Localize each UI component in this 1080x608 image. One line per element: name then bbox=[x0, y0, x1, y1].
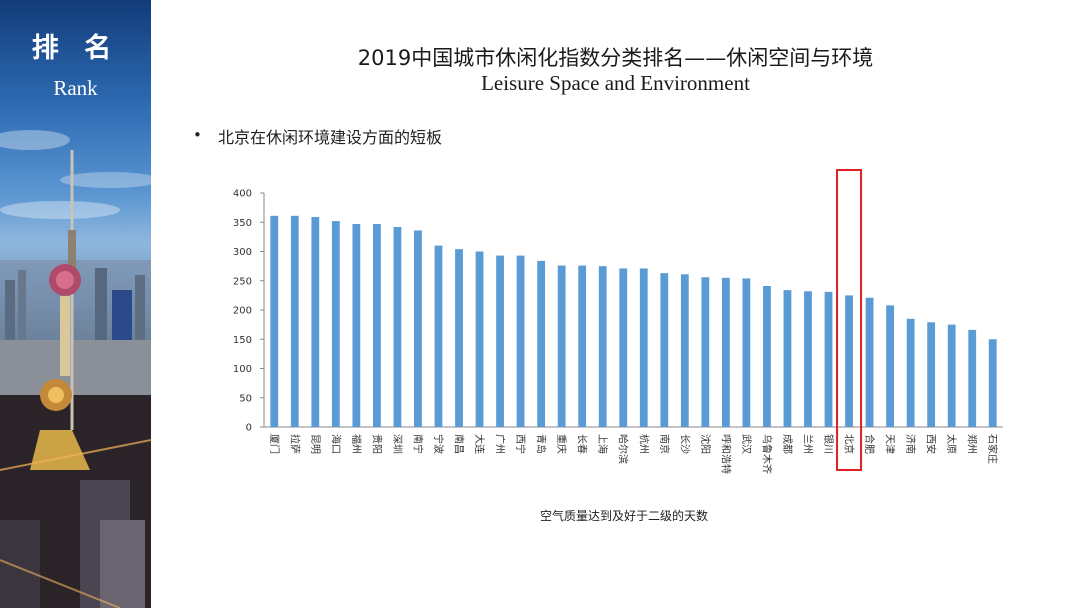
x-tick-label: 乌鲁木齐 bbox=[760, 434, 773, 474]
x-tick-label: 太原 bbox=[945, 434, 958, 454]
x-tick-label: 济南 bbox=[904, 434, 917, 454]
y-tick-label: 200 bbox=[233, 306, 252, 317]
x-tick-label: 长春 bbox=[576, 434, 588, 454]
bar bbox=[311, 216, 320, 427]
x-tick-label: 杭州 bbox=[637, 434, 650, 454]
x-tick-label: 贵阳 bbox=[370, 434, 383, 454]
x-tick-label: 银川 bbox=[822, 434, 835, 454]
x-tick-label: 西宁 bbox=[514, 434, 527, 454]
x-tick-label: 上海 bbox=[596, 434, 609, 454]
x-tick-label: 南京 bbox=[658, 434, 671, 454]
bar bbox=[537, 260, 546, 427]
bar bbox=[434, 245, 443, 427]
bar bbox=[845, 295, 853, 427]
bar bbox=[619, 268, 628, 427]
x-tick-label: 西安 bbox=[925, 434, 938, 454]
x-tick-labels: 厦门 拉萨 昆明 海口 福州 贵阳 深圳 南宁 宁波 南昌 大连 广州 西宁 青岛 重庆 长春 上海 哈尔滨 杭州南… bbox=[268, 434, 999, 474]
x-tick-label: 兰州 bbox=[801, 434, 814, 454]
y-tick-label: 150 bbox=[233, 335, 252, 346]
x-tick-label: 重庆 bbox=[555, 434, 568, 454]
x-tick-label: 天津 bbox=[884, 434, 896, 454]
page-title: 2019中国城市休闲化指数分类排名——休闲空间与环境 bbox=[357, 46, 874, 70]
x-tick-label: 长沙 bbox=[678, 434, 690, 454]
x-tick-label: 石家庄 bbox=[986, 434, 999, 464]
bullet-text: 北京在休闲环境建设方面的短板 bbox=[218, 128, 443, 147]
bar bbox=[516, 255, 525, 427]
x-tick-label: 青岛 bbox=[535, 434, 548, 454]
bars bbox=[270, 215, 997, 427]
sidebar-title-cn: 排 名 bbox=[31, 33, 120, 64]
y-tick-label: 300 bbox=[233, 247, 252, 258]
x-tick-label: 呼和浩特 bbox=[719, 434, 731, 474]
bar bbox=[290, 215, 299, 427]
x-tick-label: 海口 bbox=[329, 434, 342, 454]
bar bbox=[906, 318, 915, 427]
bar bbox=[660, 273, 669, 427]
bar bbox=[865, 297, 874, 427]
bar bbox=[331, 221, 340, 427]
x-tick-label: 郑州 bbox=[966, 434, 979, 454]
x-tick-label: 哈尔滨 bbox=[617, 434, 630, 464]
bar bbox=[927, 322, 936, 427]
x-tick-label: 福州 bbox=[350, 434, 363, 454]
x-tick-label: 昆明 bbox=[309, 434, 321, 454]
x-tick-label: 北京 bbox=[843, 434, 856, 454]
bar bbox=[270, 215, 279, 427]
x-tick-label: 成都 bbox=[781, 434, 793, 454]
x-tick-label: 厦门 bbox=[268, 434, 281, 454]
x-tick-label: 南昌 bbox=[453, 434, 466, 454]
y-axis: 0 50 100 150 200 250 300 350 400 bbox=[233, 189, 265, 434]
x-tick-label: 拉萨 bbox=[288, 434, 301, 454]
bar bbox=[680, 274, 689, 427]
bar bbox=[393, 226, 402, 427]
bar bbox=[988, 339, 997, 427]
page-subtitle: Leisure Space and Environment bbox=[481, 71, 750, 95]
x-tick-label: 合肥 bbox=[863, 434, 876, 454]
y-tick-label: 400 bbox=[233, 189, 252, 200]
y-tick-label: 250 bbox=[233, 276, 252, 287]
bar bbox=[557, 265, 566, 427]
bar bbox=[598, 266, 607, 427]
bar bbox=[824, 291, 833, 427]
bar bbox=[496, 255, 504, 427]
y-tick-label: 350 bbox=[233, 218, 252, 229]
bar bbox=[475, 251, 484, 427]
sidebar-banner: 排 名 Rank bbox=[0, 0, 151, 608]
bar bbox=[968, 329, 977, 427]
bar bbox=[721, 277, 730, 427]
bar bbox=[352, 224, 361, 427]
x-tick-label: 宁波 bbox=[432, 434, 445, 454]
bar bbox=[804, 291, 812, 427]
highlight-box bbox=[836, 169, 863, 471]
bar bbox=[455, 249, 463, 427]
bar bbox=[947, 324, 956, 427]
y-tick-label: 50 bbox=[239, 393, 252, 404]
bar bbox=[639, 268, 648, 427]
bullet-marker: • bbox=[193, 126, 202, 144]
x-tick-label: 武汉 bbox=[740, 434, 753, 454]
y-tick-label: 0 bbox=[246, 423, 252, 434]
bar bbox=[742, 278, 751, 427]
x-tick-label: 大连 bbox=[473, 434, 486, 454]
x-axis-label: 空气质量达到及好于二级的天数 bbox=[540, 508, 708, 523]
sidebar-title-en: Rank bbox=[53, 76, 98, 100]
bar bbox=[886, 305, 894, 427]
x-tick-label: 广州 bbox=[494, 434, 506, 454]
bar bbox=[763, 286, 771, 427]
bar bbox=[701, 277, 710, 427]
bar bbox=[783, 290, 792, 427]
x-tick-label: 沈阳 bbox=[699, 434, 712, 454]
bar bbox=[414, 230, 422, 427]
y-tick-label: 100 bbox=[233, 364, 252, 375]
bar bbox=[578, 265, 587, 427]
bar bbox=[373, 224, 381, 427]
city-skyline-image bbox=[0, 130, 151, 608]
x-tick-label: 深圳 bbox=[391, 434, 403, 454]
x-tick-label: 南宁 bbox=[411, 434, 424, 454]
